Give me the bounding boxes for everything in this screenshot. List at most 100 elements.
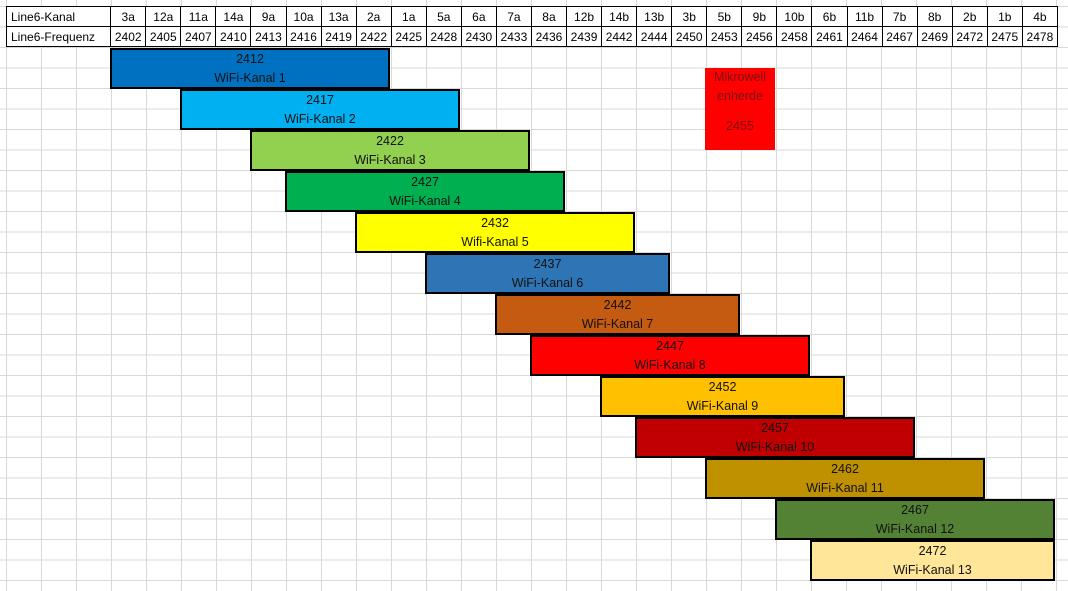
line6-frequency-cell: 2461 [811, 26, 848, 47]
line6-channel-cell: 11b [846, 6, 883, 27]
line6-frequency-cell: 2453 [706, 26, 743, 47]
line6-channel-cell: 7a [495, 6, 532, 27]
row-label-frequency: Line6-Frequenz [5, 26, 112, 47]
line6-channel-cell: 4b [1021, 6, 1059, 27]
wifi-channel-band: 2457 WiFi-Kanal 10 [635, 417, 915, 458]
line6-frequency-cell: 2439 [565, 26, 603, 47]
line6-frequency-cell: 2467 [881, 26, 918, 47]
line6-frequency-cell: 2464 [846, 26, 883, 47]
line6-channel-cell: 14b [601, 6, 638, 27]
wifi-channel-frequency: 2422 [376, 134, 404, 148]
microwave-frequency: 2455 [726, 119, 754, 133]
line6-channel-cell: 10b [776, 6, 813, 27]
wifi-channel-frequency: 2437 [533, 257, 562, 271]
line6-channel-cell: 14a [215, 6, 252, 27]
line6-channel-cell: 1b [986, 6, 1023, 27]
line6-frequency-cell: 2410 [215, 26, 252, 47]
line6-channel-cell: 3b [671, 6, 708, 27]
wifi-channel-label: WiFi-Kanal 11 [806, 480, 884, 495]
line6-channel-cell: 13a [320, 6, 357, 27]
line6-frequency-cell: 2419 [320, 26, 357, 47]
line6-channel-cell: 9a [250, 6, 287, 27]
wifi-channel-label: Wifi-Kanal 5 [461, 234, 529, 249]
wifi-channel-band: 2472 WiFi-Kanal 13 [810, 540, 1055, 581]
wifi-channel-band: 2427 WiFi-Kanal 4 [285, 171, 565, 212]
line6-channel-cell: 6a [460, 6, 497, 27]
line6-frequency-cell: 2416 [285, 26, 322, 47]
line6-frequency-cell: 2442 [601, 26, 638, 47]
line6-frequency-cell: 2422 [355, 26, 392, 47]
microwave-label-line2: enherde [717, 89, 763, 103]
wifi-channel-frequency: 2472 [918, 544, 947, 558]
line6-frequency-cell: 2433 [495, 26, 532, 47]
wifi-channel-frequency: 2442 [603, 298, 632, 312]
line6-channel-cell: 2a [355, 6, 392, 27]
wifi-channel-label: WiFi-Kanal 4 [389, 193, 461, 208]
line6-header-table: Line6-Kanal 3a 12a 11a 14a 9a 10a 13a 2a 1a 5a 6a 7… [5, 6, 1059, 47]
line6-channel-cell: 3a [110, 6, 147, 27]
line6-frequency-cell: 2472 [951, 26, 988, 47]
line6-channel-cell: 11a [180, 6, 217, 27]
wifi-channel-label: WiFi-Kanal 12 [875, 521, 955, 536]
wifi-channel-band: 2422 WiFi-Kanal 3 [250, 130, 530, 171]
line6-channel-cell: 5a [425, 6, 462, 27]
line6-channel-cell: 8b [916, 6, 953, 27]
line6-frequency-row: Line6-Frequenz 2402 2405 2407 2410 2413 2416 2… [5, 26, 1059, 47]
line6-frequency-cell: 2450 [671, 26, 708, 47]
wifi-channel-band: 2417 WiFi-Kanal 2 [180, 89, 460, 130]
line6-frequency-cell: 2456 [741, 26, 778, 47]
line6-channel-cell: 6b [811, 6, 848, 27]
line6-channel-cell: 12a [145, 6, 182, 27]
line6-channel-row: Line6-Kanal 3a 12a 11a 14a 9a 10a 13a 2a 1a 5a 6a 7… [5, 6, 1059, 27]
wifi-channel-label: WiFi-Kanal 3 [354, 152, 426, 167]
wifi-channel-frequency: 2427 [411, 175, 439, 189]
line6-channel-cell: 10a [285, 6, 322, 27]
wifi-channel-label: WiFi-Kanal 13 [893, 562, 972, 577]
wifi-channel-frequency: 2452 [708, 380, 737, 394]
line6-frequency-cell: 2428 [425, 26, 462, 47]
line6-frequency-cell: 2478 [1021, 26, 1059, 47]
wifi-channel-band: 2432 Wifi-Kanal 5 [355, 212, 635, 253]
line6-channel-cell: 12b [565, 6, 603, 27]
wifi-channel-band: 2442 WiFi-Kanal 7 [495, 294, 740, 335]
line6-channel-cell: 5b [706, 6, 743, 27]
microwave-label-line1: Mikrowell [713, 70, 767, 84]
wifi-channel-label: WiFi-Kanal 1 [214, 70, 286, 85]
wifi-channel-label: WiFi-Kanal 10 [735, 439, 815, 454]
microwave-oven-band: Mikrowell enherde 2455 [705, 68, 775, 150]
line6-channel-cell: 1a [390, 6, 427, 27]
wifi-channel-frequency: 2432 [481, 216, 509, 230]
line6-frequency-cell: 2425 [390, 26, 427, 47]
line6-frequency-cell: 2430 [460, 26, 497, 47]
line6-frequency-cell: 2475 [986, 26, 1023, 47]
wifi-channel-frequency: 2412 [236, 52, 264, 66]
wifi-channel-label: WiFi-Kanal 2 [284, 111, 356, 126]
line6-frequency-cell: 2444 [636, 26, 673, 47]
wifi-channel-frequency: 2417 [306, 93, 334, 107]
line6-frequency-cell: 2407 [180, 26, 217, 47]
wifi-channel-frequency: 2462 [831, 462, 859, 476]
row-label-channel: Line6-Kanal [5, 6, 112, 27]
line6-frequency-cell: 2436 [530, 26, 568, 47]
wifi-channel-band: 2412 WiFi-Kanal 1 [110, 48, 390, 89]
line6-channel-cell: 7b [881, 6, 918, 27]
line6-frequency-cell: 2413 [250, 26, 287, 47]
wifi-channel-label: WiFi-Kanal 7 [581, 316, 654, 331]
line6-frequency-cell: 2405 [145, 26, 182, 47]
wifi-channel-label: WiFi-Kanal 6 [511, 275, 584, 290]
line6-frequency-cell: 2402 [110, 26, 147, 47]
line6-frequency-cell: 2458 [776, 26, 813, 47]
line6-channel-cell: 8a [530, 6, 568, 27]
line6-channel-cell: 2b [951, 6, 988, 27]
wifi-channel-band: 2462 WiFi-Kanal 11 [705, 458, 985, 499]
wifi-channel-band: 2447 WiFi-Kanal 8 [530, 335, 810, 376]
wifi-channel-frequency: 2467 [901, 503, 929, 517]
line6-channel-cell: 9b [741, 6, 778, 27]
line6-channel-cell: 13b [636, 6, 673, 27]
wifi-channel-band: 2452 WiFi-Kanal 9 [600, 376, 845, 417]
wifi-channel-band: 2467 WiFi-Kanal 12 [775, 499, 1055, 540]
wifi-channel-label: WiFi-Kanal 8 [634, 357, 706, 372]
wifi-channel-band: 2437 WiFi-Kanal 6 [425, 253, 670, 294]
wifi-channel-frequency: 2447 [656, 339, 684, 353]
